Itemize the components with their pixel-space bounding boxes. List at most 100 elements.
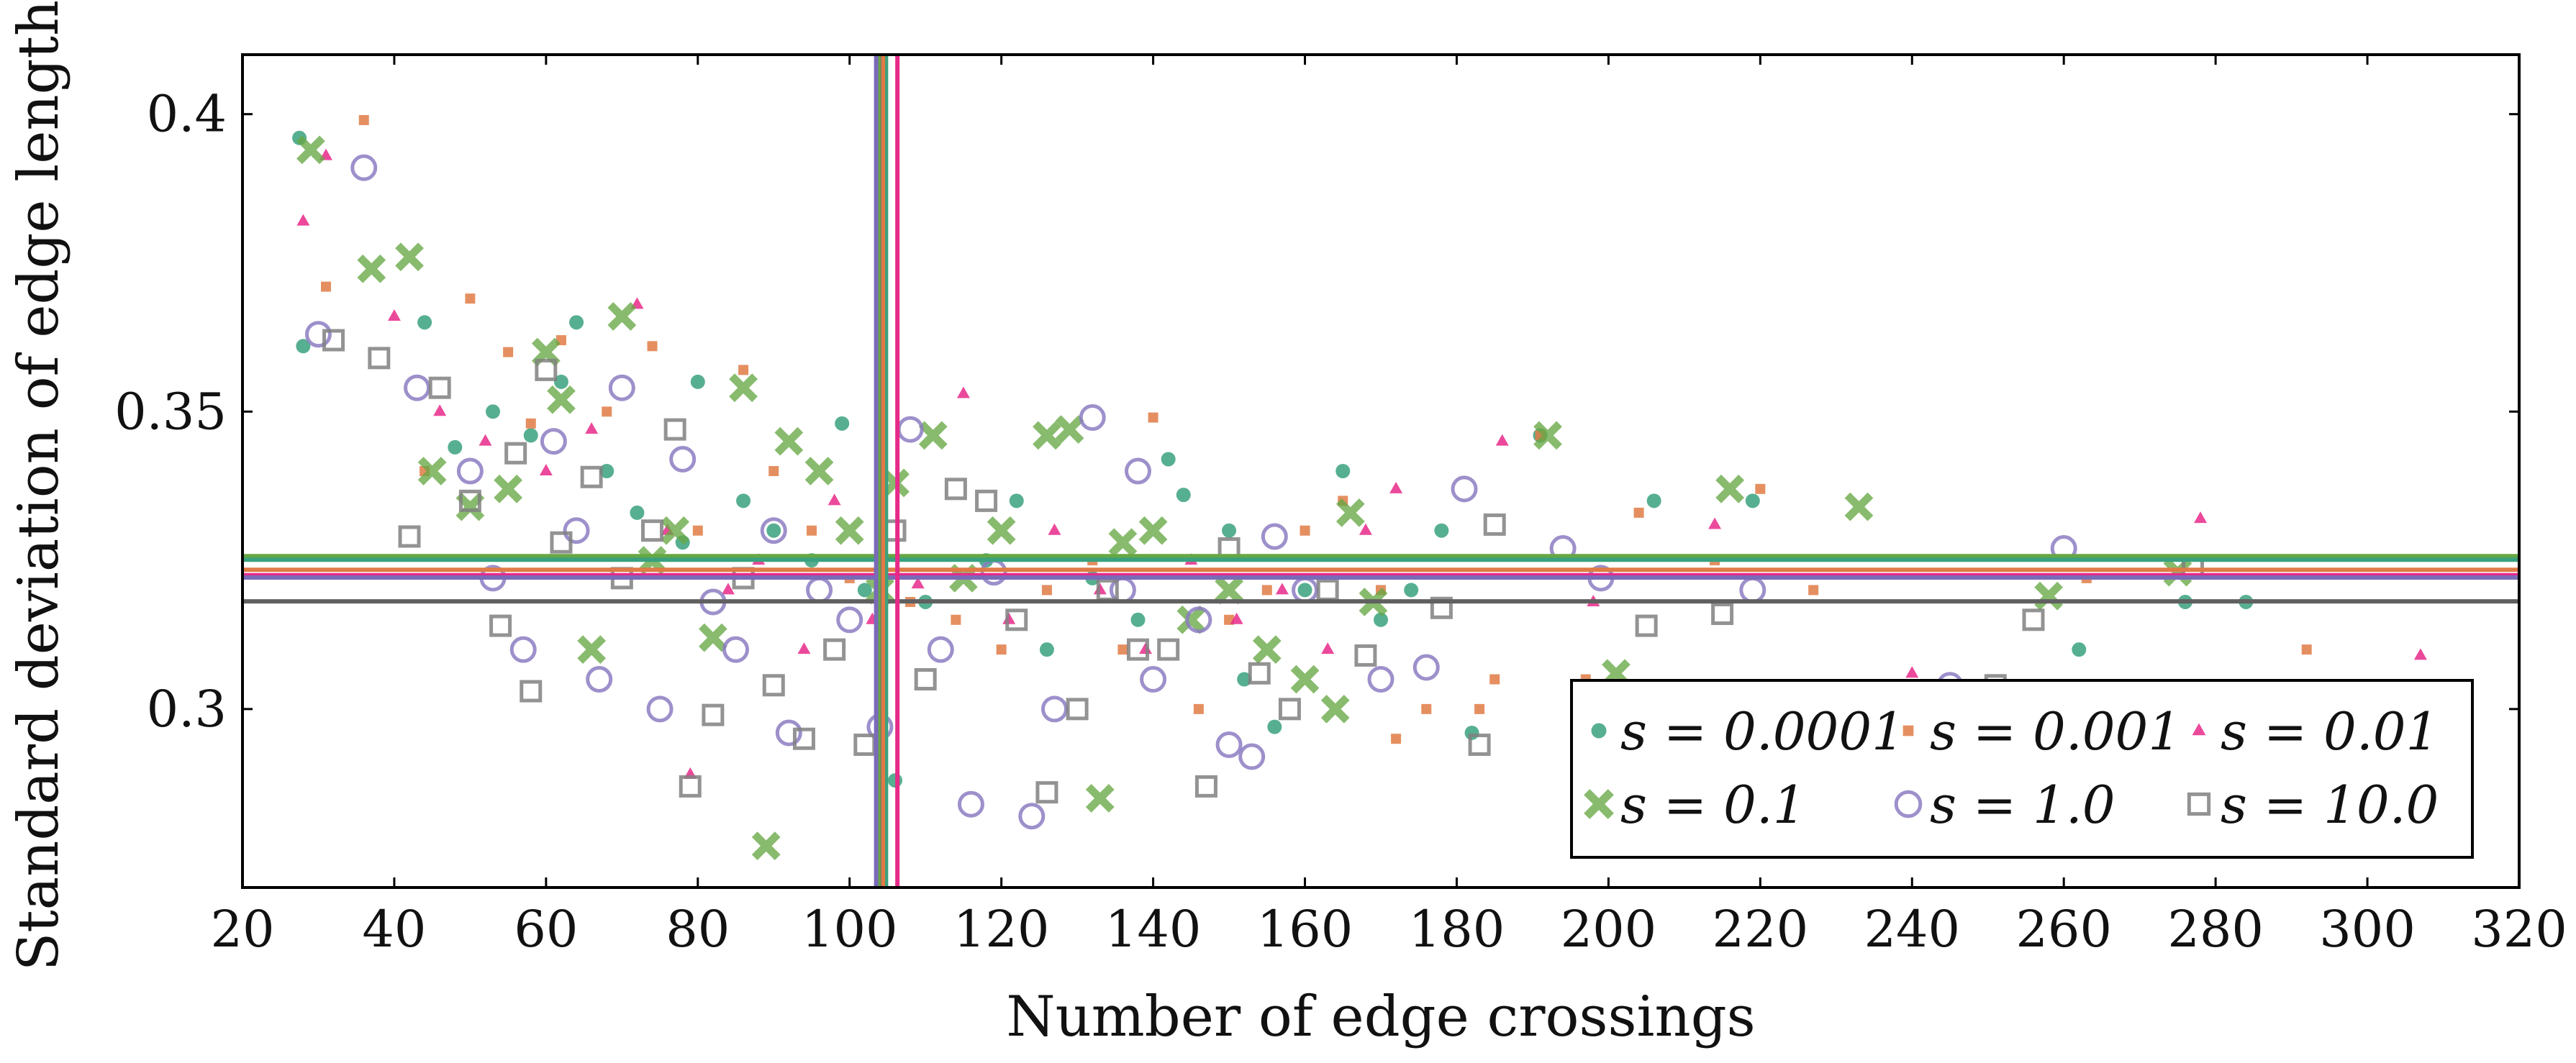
legend-box bbox=[1570, 679, 2474, 859]
data-point bbox=[1252, 635, 1282, 665]
data-point bbox=[398, 525, 421, 548]
data-point bbox=[1290, 665, 1320, 694]
x-tick-label: 260 bbox=[2015, 900, 2112, 959]
legend-marker bbox=[1591, 723, 1607, 739]
data-point bbox=[956, 386, 970, 398]
data-point bbox=[1267, 719, 1282, 734]
x-tick-label: 300 bbox=[2319, 900, 2416, 959]
data-point bbox=[996, 644, 1007, 655]
data-point bbox=[835, 516, 864, 545]
data-point bbox=[458, 489, 481, 512]
data-point bbox=[987, 516, 1016, 545]
data-point bbox=[927, 636, 954, 663]
data-point bbox=[322, 329, 345, 352]
legend-label: s = 0.0001 bbox=[1620, 701, 1905, 762]
x-tick-label: 280 bbox=[2167, 900, 2264, 959]
x-tick-label: 100 bbox=[802, 900, 898, 959]
data-point bbox=[918, 421, 948, 450]
data-point bbox=[2413, 648, 2427, 660]
data-point bbox=[2072, 642, 2087, 657]
data-point bbox=[1041, 585, 1052, 596]
data-point bbox=[702, 703, 725, 726]
data-point bbox=[729, 373, 758, 403]
data-point bbox=[2022, 608, 2045, 631]
data-point bbox=[433, 404, 447, 416]
x-tick-label: 160 bbox=[1257, 900, 1353, 959]
data-point bbox=[1215, 731, 1243, 758]
data-point bbox=[914, 668, 937, 690]
data-point bbox=[768, 466, 779, 476]
data-point bbox=[1176, 605, 1206, 634]
data-point bbox=[1468, 733, 1491, 756]
data-point bbox=[775, 719, 802, 747]
data-point bbox=[957, 790, 984, 818]
data-point bbox=[1048, 523, 1061, 535]
data-point bbox=[535, 358, 558, 381]
data-point bbox=[1215, 575, 1243, 605]
data-point bbox=[823, 638, 846, 661]
data-point bbox=[1138, 516, 1168, 545]
data-point bbox=[1451, 475, 1478, 503]
data-point bbox=[951, 614, 961, 625]
data-point bbox=[540, 428, 567, 455]
data-point bbox=[1018, 803, 1046, 830]
data-point bbox=[975, 489, 998, 512]
data-point bbox=[296, 214, 310, 226]
legend-marker bbox=[1902, 725, 1914, 736]
data-point bbox=[630, 505, 645, 520]
legend-entry: s = 0.1 bbox=[1584, 775, 1806, 835]
y-tick-label: 0.35 bbox=[114, 382, 227, 441]
data-point bbox=[1079, 404, 1106, 432]
y-tick-label: 0.3 bbox=[147, 680, 227, 739]
data-point bbox=[857, 583, 872, 598]
x-tick-label: 240 bbox=[1864, 900, 1960, 959]
data-point bbox=[547, 385, 576, 414]
data-point bbox=[1844, 492, 1874, 521]
data-point bbox=[1185, 606, 1212, 634]
legend-entry: s = 0.001 bbox=[1902, 701, 2181, 762]
data-point bbox=[1248, 662, 1271, 685]
data-point bbox=[1633, 507, 1644, 518]
x-axis-label: Number of edge crossings bbox=[1006, 985, 1755, 1049]
data-point bbox=[1359, 523, 1372, 535]
data-point bbox=[456, 457, 484, 485]
x-tick-label: 20 bbox=[210, 900, 274, 959]
data-point bbox=[304, 321, 332, 348]
data-point bbox=[448, 439, 463, 455]
data-points bbox=[292, 114, 2427, 860]
data-point bbox=[404, 374, 431, 401]
data-point bbox=[1421, 703, 1432, 714]
data-point bbox=[296, 135, 325, 165]
data-point bbox=[1635, 614, 1658, 637]
data-point bbox=[1711, 603, 1734, 626]
legend-entry: s = 10.0 bbox=[2187, 775, 2439, 835]
data-point bbox=[804, 457, 834, 485]
data-point bbox=[585, 422, 599, 434]
data-point bbox=[1033, 421, 1061, 450]
data-point bbox=[1533, 421, 1562, 450]
data-point bbox=[1321, 642, 1335, 654]
data-point bbox=[1130, 612, 1146, 627]
data-point bbox=[1261, 523, 1288, 550]
data-point bbox=[679, 775, 702, 798]
x-tick-label: 120 bbox=[953, 900, 1050, 959]
x-tick-label: 320 bbox=[2471, 900, 2567, 959]
data-point bbox=[368, 347, 391, 370]
data-point bbox=[602, 406, 612, 417]
data-point bbox=[888, 773, 903, 788]
data-point bbox=[358, 114, 369, 125]
data-point bbox=[569, 315, 584, 330]
legend-label: s = 0.1 bbox=[1620, 775, 1806, 835]
data-point bbox=[494, 474, 523, 503]
data-point bbox=[1108, 528, 1138, 557]
data-point bbox=[1055, 415, 1084, 444]
data-point bbox=[395, 242, 424, 272]
data-point bbox=[663, 418, 686, 441]
data-point bbox=[1335, 464, 1351, 478]
data-point bbox=[669, 445, 697, 473]
data-point bbox=[1275, 583, 1289, 595]
data-point bbox=[503, 347, 514, 357]
data-point bbox=[550, 531, 573, 554]
data-point bbox=[1125, 457, 1152, 485]
